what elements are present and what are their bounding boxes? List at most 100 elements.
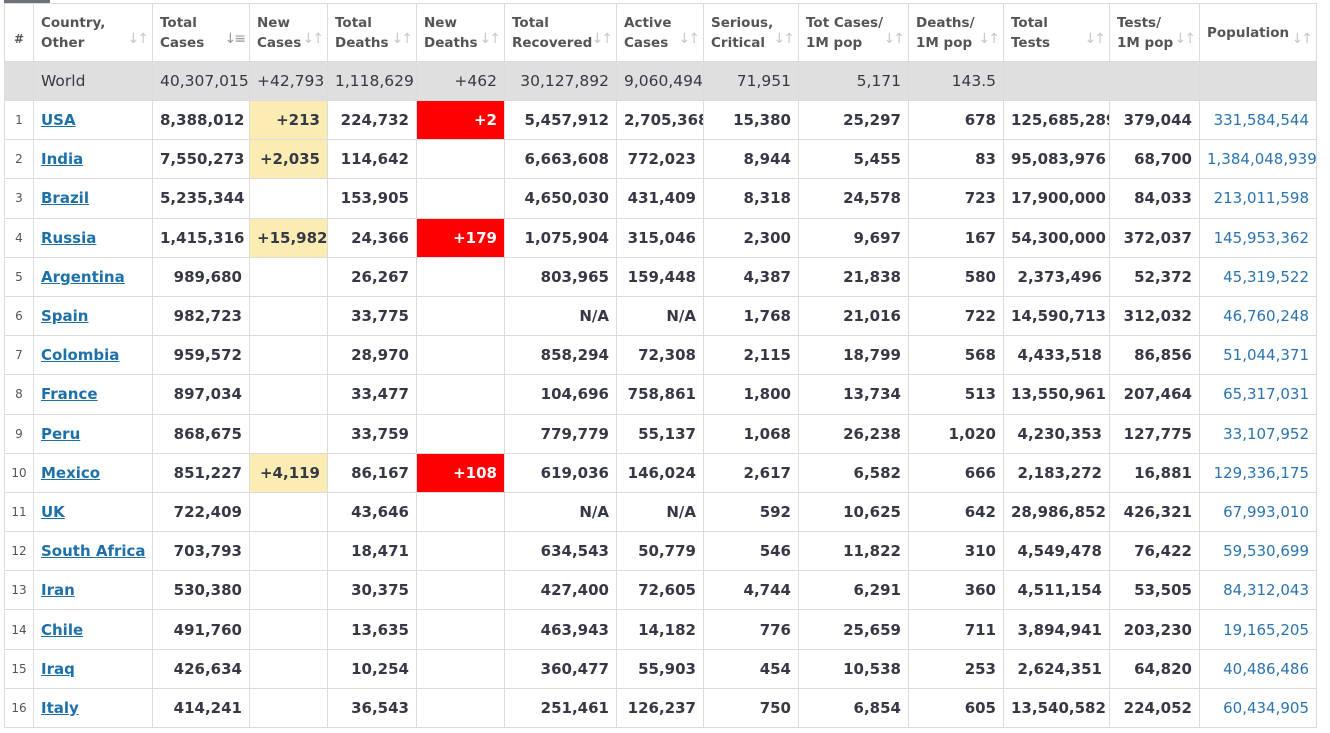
table-row: 3 Brazil 5,235,344 153,905 4,650,030 431,409 8…	[4, 178, 1317, 219]
total-deaths-cell: 33,759	[327, 413, 417, 454]
country-link[interactable]: Iraq	[41, 659, 75, 678]
total-deaths-cell: 18,471	[327, 531, 417, 572]
new-cases-cell	[249, 491, 328, 533]
column-header-population[interactable]: Population ↓↑	[1199, 3, 1317, 62]
sort-icon[interactable]: ↓↑	[1084, 31, 1107, 47]
country-link[interactable]: South Africa	[41, 542, 146, 561]
country-link[interactable]: Mexico	[41, 463, 101, 482]
column-header-serious-critical[interactable]: Serious, Critical ↓↑	[703, 3, 799, 62]
column-header-new-deaths[interactable]: New Deaths ↓↑	[416, 3, 505, 62]
sort-icon[interactable]: ↓↑	[1174, 31, 1197, 47]
deaths-per-1m-cell: 1,020	[908, 413, 1004, 454]
country-link[interactable]: India	[41, 150, 84, 169]
deaths-per-1m-cell: 167	[908, 217, 1004, 258]
column-header-total-deaths[interactable]: Total Deaths ↓↑	[327, 3, 417, 62]
column-header-label: Total	[1011, 14, 1048, 31]
new-cases-cell	[249, 335, 328, 376]
cases-per-1m-cell: 10,538	[798, 648, 909, 689]
new-deaths-cell	[416, 413, 505, 454]
column-header-label-line2: 1M pop	[1117, 34, 1174, 51]
table-row: 9 Peru 868,675 33,759 779,779 55,137 1,068 26,2…	[4, 413, 1317, 454]
sort-icon[interactable]: ↓↑	[978, 31, 1001, 47]
world-new-cases: +42,793	[249, 61, 328, 101]
table-row: 14 Chile 491,760 13,635 463,943 14,182 776 25,6…	[4, 609, 1317, 650]
column-header-label-line2: Cases	[624, 34, 669, 51]
country-link[interactable]: Russia	[41, 228, 97, 247]
total-deaths-cell: 13,635	[327, 609, 417, 650]
sort-icon[interactable]: ↓↑	[591, 31, 614, 47]
serious-critical-cell: 1,768	[703, 295, 799, 337]
table-row: 15 Iraq 426,634 10,254 360,477 55,903 454 10,53…	[4, 648, 1317, 689]
sort-icon[interactable]: ↓↑	[1291, 31, 1314, 47]
country-link[interactable]: USA	[41, 111, 76, 130]
column-header-label: Total	[160, 14, 197, 31]
column-header-total-recovered[interactable]: Total Recovered ↓↑	[504, 3, 617, 62]
tests-per-1m-cell: 203,230	[1109, 609, 1200, 650]
world-index	[4, 61, 34, 101]
total-recovered-cell: 360,477	[504, 648, 617, 689]
country-link[interactable]: Peru	[41, 424, 81, 443]
sort-icon[interactable]: ↓↑	[678, 31, 701, 47]
total-cases-cell: 851,227	[152, 452, 250, 493]
total-tests-cell: 4,433,518	[1003, 335, 1110, 376]
column-header-label: Total	[335, 14, 372, 31]
sort-icon[interactable]: ↓↑	[883, 31, 906, 47]
world-total-tests	[1003, 61, 1110, 101]
column-header-active-cases[interactable]: Active Cases ↓↑	[616, 3, 704, 62]
row-index: 12	[4, 531, 34, 572]
total-tests-cell: 17,900,000	[1003, 178, 1110, 219]
country-link[interactable]: Argentina	[41, 267, 125, 286]
column-header-new-cases[interactable]: New Cases ↓↑	[249, 3, 328, 62]
population-cell: 331,584,544	[1199, 99, 1317, 141]
total-cases-cell: 722,409	[152, 491, 250, 533]
country-link[interactable]: France	[41, 385, 98, 404]
country-cell: France	[33, 374, 153, 415]
column-header-label-line2: Cases	[257, 34, 302, 51]
serious-critical-cell: 15,380	[703, 99, 799, 141]
sort-icon[interactable]: ↓↑	[391, 31, 414, 47]
population-cell: 51,044,371	[1199, 335, 1317, 376]
country-link[interactable]: Iran	[41, 581, 75, 600]
country-cell: Iran	[33, 570, 153, 611]
column-header-country[interactable]: Country, Other ↓↑	[33, 3, 153, 62]
column-header-tests-per-1m[interactable]: Tests/1M pop ↓↑	[1109, 3, 1200, 62]
sort-icon[interactable]: ↓↑	[479, 31, 502, 47]
total-deaths-cell: 26,267	[327, 256, 417, 297]
sort-icon[interactable]: ↓↑	[127, 31, 150, 47]
population-cell: 33,107,952	[1199, 413, 1317, 454]
column-header-label-line2: Recovered	[512, 34, 593, 51]
total-recovered-cell: 427,400	[504, 570, 617, 611]
deaths-per-1m-cell: 360	[908, 570, 1004, 611]
country-link[interactable]: Italy	[41, 698, 79, 717]
total-recovered-cell: 104,696	[504, 374, 617, 415]
country-cell: Colombia	[33, 335, 153, 376]
population-cell: 213,011,598	[1199, 178, 1317, 219]
new-cases-cell: +4,119	[249, 452, 328, 493]
sort-descending-icon[interactable]: ↓≡	[224, 31, 247, 47]
sort-icon[interactable]: ↓↑	[302, 31, 325, 47]
total-deaths-cell: 114,642	[327, 139, 417, 180]
new-cases-cell: +15,982	[249, 217, 328, 258]
serious-critical-cell: 2,300	[703, 217, 799, 258]
country-link[interactable]: UK	[41, 502, 65, 521]
serious-critical-cell: 776	[703, 609, 799, 650]
column-header-total-tests[interactable]: Total Tests ↓↑	[1003, 3, 1110, 62]
population-cell: 60,434,905	[1199, 687, 1317, 729]
population-cell: 46,760,248	[1199, 295, 1317, 337]
total-cases-cell: 5,235,344	[152, 178, 250, 219]
country-link[interactable]: Spain	[41, 307, 89, 326]
total-tests-cell: 2,373,496	[1003, 256, 1110, 297]
serious-critical-cell: 2,617	[703, 452, 799, 493]
table-body: World 40,307,015 +42,793 1,118,629 +462 …	[4, 61, 1317, 729]
table-row: 4 Russia 1,415,316 +15,982 24,366 +179 1,075,9…	[4, 217, 1317, 258]
country-link[interactable]: Chile	[41, 620, 84, 639]
column-header-total-cases[interactable]: Total Cases ↓≡	[152, 3, 250, 62]
column-header-deaths-per-1m[interactable]: Deaths/1M pop ↓↑	[908, 3, 1004, 62]
country-link[interactable]: Colombia	[41, 346, 120, 365]
population-cell: 1,384,048,939	[1199, 139, 1317, 180]
total-deaths-cell: 33,775	[327, 295, 417, 337]
column-header-cases-per-1m[interactable]: Tot Cases/1M pop ↓↑	[798, 3, 909, 62]
table-row: 11 UK 722,409 43,646 N/A N/A 592 10,625 642 28,98…	[4, 491, 1317, 533]
sort-icon[interactable]: ↓↑	[773, 31, 796, 47]
country-link[interactable]: Brazil	[41, 189, 89, 208]
